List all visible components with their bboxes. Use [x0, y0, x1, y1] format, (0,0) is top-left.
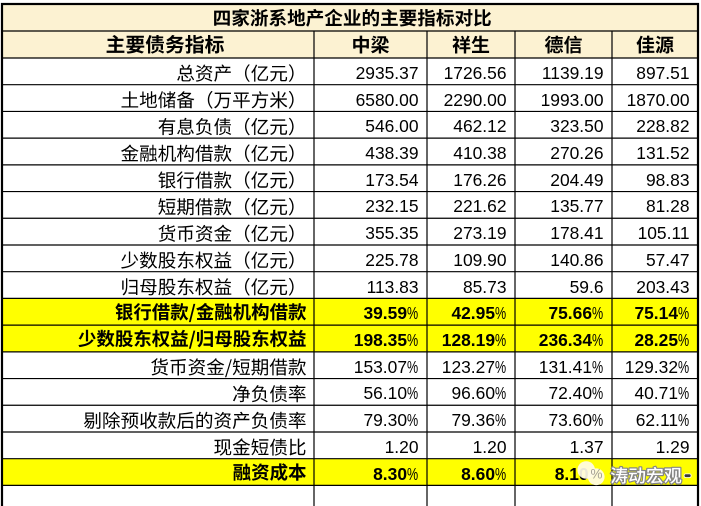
svg-text:%: % [591, 466, 603, 481]
